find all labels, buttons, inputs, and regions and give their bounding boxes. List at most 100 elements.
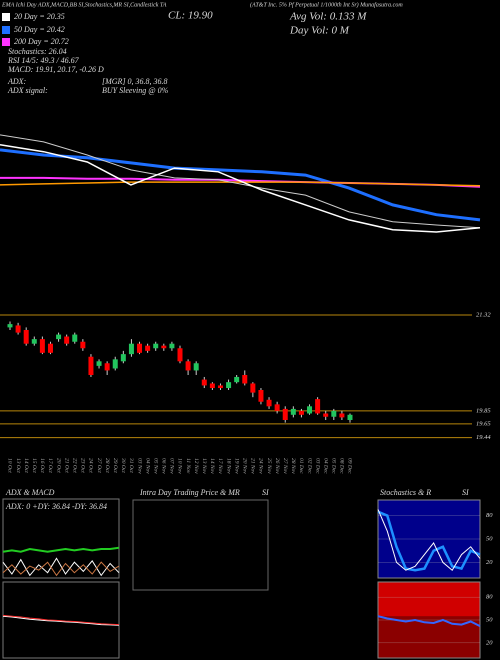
y-tick-label: 20 [486, 559, 493, 566]
panel-subtitle: ADX: 0 +DY: 36.84 -DY: 36.84 [5, 502, 107, 511]
x-tick-label: 12 Nov [193, 458, 199, 474]
legend-swatch [2, 38, 10, 46]
x-tick-label: 04 Nov [144, 458, 151, 474]
panel-border [132, 499, 269, 591]
top-line: EMA Ichi Day ADX,MACD,BB SI,Stochastics,… [1, 2, 167, 8]
x-tick-label: 03 Dec [314, 458, 320, 474]
x-tick-label: 28 Oct [104, 458, 110, 473]
x-tick-label: 17 Nov [217, 458, 223, 474]
x-tick-label: 10 Nov [177, 458, 183, 474]
candle-body [258, 390, 264, 402]
macd-label: MACD: 19.91, 20.17, -0.26 D [7, 65, 104, 74]
candle-body [104, 363, 110, 371]
series-line [0, 148, 481, 222]
header: EMA Ichi Day ADX,MACD,BB SI,Stochastics,… [1, 1, 403, 94]
candle-body [56, 334, 62, 340]
ema20-label: 20 Day = 20.35 [14, 12, 65, 21]
candle-body [185, 361, 191, 371]
candle-body [331, 410, 337, 417]
x-tick-label: 27 Nov [282, 458, 288, 474]
x-tick-label: 19 Nov [233, 458, 239, 474]
candle-body [153, 343, 159, 349]
x-tick-label: 13 Oct [15, 458, 21, 473]
series-line [377, 509, 481, 571]
candle-body [298, 410, 304, 415]
candle-body [137, 343, 143, 353]
y-tick-label: 20 [486, 639, 493, 646]
x-tick-label: 15 Oct [31, 458, 37, 473]
panel-title: Intra Day Trading Price & MR [139, 488, 240, 497]
series-line [377, 510, 481, 572]
ema50-label: 50 Day = 20.42 [14, 25, 65, 34]
candle-body [96, 361, 102, 366]
series-line [0, 134, 481, 229]
candle-body [120, 354, 126, 362]
candle-body [39, 339, 45, 353]
day-vol-label: Day Vol: 0 M [289, 25, 350, 37]
y-tick-label: 80 [486, 512, 493, 519]
x-tick-label: 23 Oct [80, 458, 86, 473]
adx-signal-value: BUY Sleeving @ 0% [102, 86, 169, 95]
x-tick-label: 24 Nov [258, 458, 265, 474]
candle-body [145, 345, 151, 351]
candle-body [193, 363, 199, 371]
x-tick-label: 08 Dec [339, 458, 345, 474]
candle-body [323, 413, 329, 417]
x-tick-label: 09 Dec [347, 458, 353, 474]
candle-body [307, 406, 313, 414]
x-tick-label: 17 Oct [47, 458, 53, 473]
candle-body [266, 399, 272, 407]
series-line [2, 561, 120, 577]
x-tick-label: 11 Nov [185, 458, 191, 474]
y-tick-label: 50 [486, 616, 493, 623]
candle-body [226, 382, 232, 389]
panel-border [2, 581, 120, 659]
x-tick-label: 02 Dec [306, 458, 312, 474]
y-tick-label: 19.65 [476, 420, 491, 427]
candle-body [47, 343, 53, 353]
x-tick-label: 29 Oct [112, 458, 118, 473]
x-tick-label: 28 Nov [290, 458, 296, 474]
avg-vol-label: Avg Vol: 0.133 M [289, 11, 367, 23]
panel-subtitle: SI [462, 488, 469, 497]
x-tick-label: 22 Oct [71, 458, 77, 473]
legend-swatch [2, 26, 10, 34]
x-tick-label: 06 Nov [161, 458, 167, 474]
x-tick-label: 18 Nov [225, 458, 231, 474]
candle-body [339, 413, 345, 418]
adx-signal-label: ADX signal: [7, 86, 48, 95]
candle-body [112, 359, 118, 369]
candle-body [315, 399, 321, 414]
x-tick-label: 03 Nov [136, 458, 142, 474]
x-tick-label: 20 Oct [55, 458, 61, 473]
y-tick-label: 80 [486, 594, 493, 601]
panel-band [378, 582, 480, 617]
candle-body [274, 404, 280, 411]
series-line [377, 615, 481, 627]
x-tick-label: 25 Nov [266, 458, 272, 474]
x-tick-label: 05 Dec [331, 458, 337, 474]
y-tick-label: 19.44 [476, 434, 491, 441]
series-line [2, 615, 120, 626]
candle-body [23, 330, 29, 344]
x-tick-label: 07 Nov [169, 458, 175, 474]
panel-title: ADX & MACD [5, 488, 55, 497]
candle-body [128, 343, 134, 355]
series-line [0, 181, 481, 187]
legend-swatch [2, 13, 10, 21]
candle-body [217, 385, 223, 389]
x-tick-label: 31 Oct [128, 457, 134, 473]
x-tick-label: 30 Oct [120, 457, 126, 473]
candle-body [88, 356, 94, 375]
candle-body [347, 414, 353, 420]
x-tick-label: 21 Oct [63, 458, 69, 473]
rsi-label: RSI 14/5: 49.3 / 46.67 [7, 56, 80, 65]
panel-border [2, 498, 120, 579]
candle-body [242, 375, 248, 384]
candle-body [15, 325, 21, 333]
x-tick-label: 21 Nov [250, 458, 256, 474]
series-line [2, 546, 120, 553]
candle-body [169, 343, 175, 349]
x-tick-label: 26 Nov [274, 458, 280, 474]
